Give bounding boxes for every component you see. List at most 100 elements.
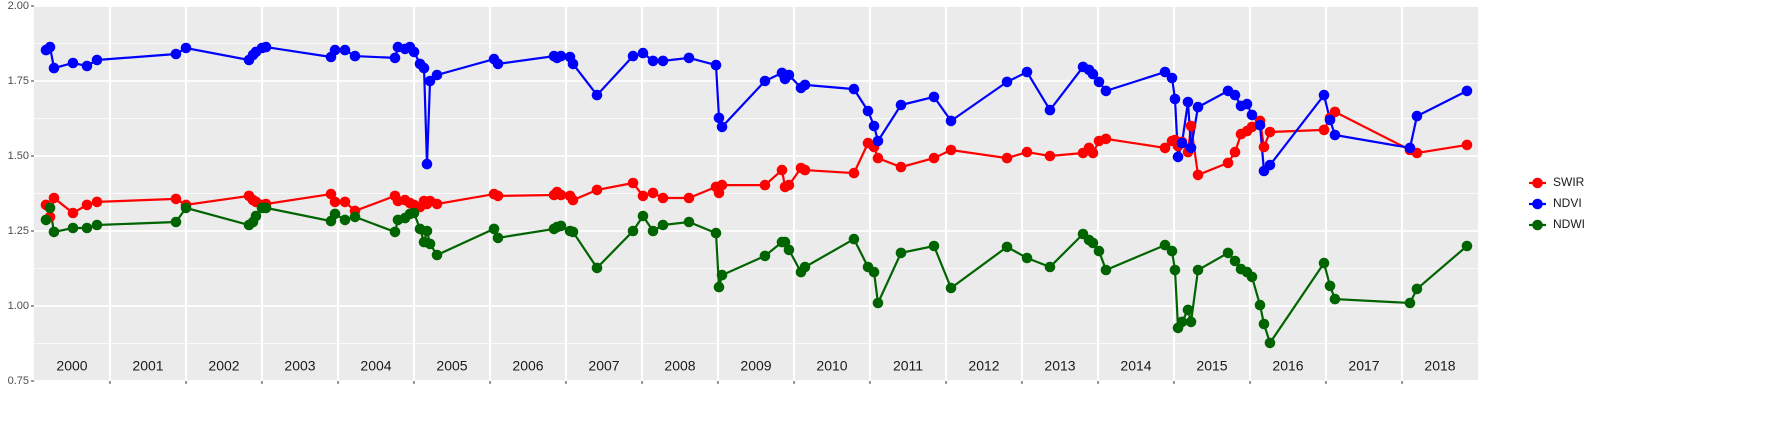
year-label: 2016 xyxy=(1272,358,1303,374)
point xyxy=(44,41,56,53)
year-label: 2018 xyxy=(1424,358,1455,374)
point xyxy=(1021,252,1033,264)
point xyxy=(81,60,93,72)
point xyxy=(1093,245,1105,257)
point xyxy=(492,232,504,244)
point xyxy=(48,226,60,238)
point xyxy=(48,192,60,204)
point xyxy=(81,199,93,211)
point xyxy=(1254,119,1266,131)
point xyxy=(928,240,940,252)
point xyxy=(1258,141,1270,153)
point xyxy=(339,44,351,56)
point xyxy=(928,152,940,164)
point xyxy=(48,62,60,74)
point xyxy=(637,190,649,202)
year-label: 2009 xyxy=(740,358,771,374)
legend-swatch xyxy=(1532,198,1543,210)
legend-swatch xyxy=(1532,219,1543,231)
point xyxy=(325,188,337,200)
point xyxy=(1100,85,1112,97)
point xyxy=(1222,157,1234,169)
point xyxy=(1044,104,1056,116)
y-tick-label: 1.00 xyxy=(8,300,29,312)
point xyxy=(389,226,401,238)
point xyxy=(1229,255,1241,267)
point xyxy=(170,193,182,205)
point xyxy=(1264,159,1276,171)
y-tick-label: 1.50 xyxy=(8,150,29,162)
point xyxy=(555,50,567,62)
point xyxy=(637,47,649,59)
point xyxy=(1192,264,1204,276)
year-label: 2008 xyxy=(664,358,695,374)
point xyxy=(627,225,639,237)
point xyxy=(895,99,907,111)
point xyxy=(716,179,728,191)
point xyxy=(783,179,795,191)
point xyxy=(424,75,436,87)
point xyxy=(408,46,420,58)
point xyxy=(1166,72,1178,84)
point xyxy=(431,249,443,261)
point xyxy=(488,223,500,235)
year-label: 2001 xyxy=(132,358,163,374)
point xyxy=(1185,120,1197,132)
point xyxy=(868,120,880,132)
point xyxy=(329,208,341,220)
point xyxy=(591,89,603,101)
point xyxy=(637,210,649,222)
point xyxy=(1404,297,1416,309)
point xyxy=(250,210,262,222)
point xyxy=(759,250,771,262)
point xyxy=(759,75,771,87)
point xyxy=(895,247,907,259)
point xyxy=(1246,121,1258,133)
point xyxy=(683,52,695,64)
y-tick-label: 2.00 xyxy=(8,0,29,12)
point xyxy=(799,261,811,273)
point xyxy=(716,121,728,133)
point xyxy=(591,262,603,274)
point xyxy=(848,167,860,179)
point xyxy=(40,214,52,226)
year-label: 2015 xyxy=(1196,358,1227,374)
point xyxy=(779,236,791,248)
point xyxy=(1087,68,1099,80)
point xyxy=(1246,109,1258,121)
point xyxy=(799,164,811,176)
point xyxy=(349,211,361,223)
point xyxy=(170,48,182,60)
point xyxy=(1254,299,1266,311)
point xyxy=(783,69,795,81)
point xyxy=(1411,110,1423,122)
point xyxy=(1159,142,1171,154)
point xyxy=(1172,151,1184,163)
point xyxy=(716,269,728,281)
point xyxy=(1182,304,1194,316)
point xyxy=(1001,152,1013,164)
point xyxy=(1185,316,1197,328)
point xyxy=(1087,237,1099,249)
point xyxy=(1044,261,1056,273)
point xyxy=(627,50,639,62)
point xyxy=(81,222,93,234)
point xyxy=(180,42,192,54)
point xyxy=(260,41,272,53)
point xyxy=(928,91,940,103)
point xyxy=(872,135,884,147)
point xyxy=(783,244,795,256)
point xyxy=(567,226,579,238)
point xyxy=(339,196,351,208)
point xyxy=(710,227,722,239)
point xyxy=(1100,133,1112,145)
year-label: 2011 xyxy=(893,358,923,374)
point xyxy=(1093,76,1105,88)
y-tick-label: 0.75 xyxy=(8,375,29,387)
point xyxy=(1044,150,1056,162)
point xyxy=(567,58,579,70)
point xyxy=(713,281,725,293)
point xyxy=(862,105,874,117)
year-label: 2012 xyxy=(968,358,999,374)
